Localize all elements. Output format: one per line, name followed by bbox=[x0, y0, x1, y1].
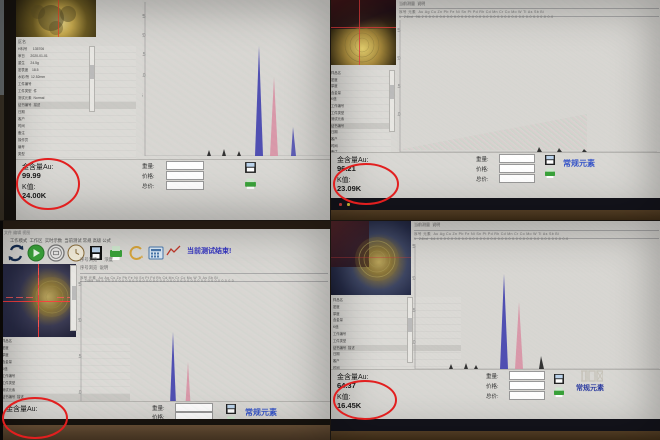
svg-text:25: 25 bbox=[397, 28, 401, 34]
svg-text:20: 20 bbox=[397, 56, 401, 62]
svg-text:15: 15 bbox=[142, 52, 146, 58]
svg-text:10: 10 bbox=[412, 340, 416, 346]
svg-text:25: 25 bbox=[412, 244, 416, 250]
svg-text:15: 15 bbox=[78, 354, 82, 360]
svg-text:10: 10 bbox=[78, 390, 82, 396]
svg-text:15: 15 bbox=[412, 308, 416, 314]
svg-text:15: 15 bbox=[397, 84, 401, 90]
svg-text:10: 10 bbox=[397, 112, 401, 118]
svg-text:20: 20 bbox=[78, 318, 82, 324]
svg-text:25: 25 bbox=[142, 14, 146, 20]
svg-text:10: 10 bbox=[142, 73, 146, 79]
svg-text:20: 20 bbox=[412, 276, 416, 282]
svg-text:20: 20 bbox=[142, 33, 146, 39]
svg-text:25: 25 bbox=[78, 282, 82, 288]
svg-text:5: 5 bbox=[142, 93, 143, 99]
